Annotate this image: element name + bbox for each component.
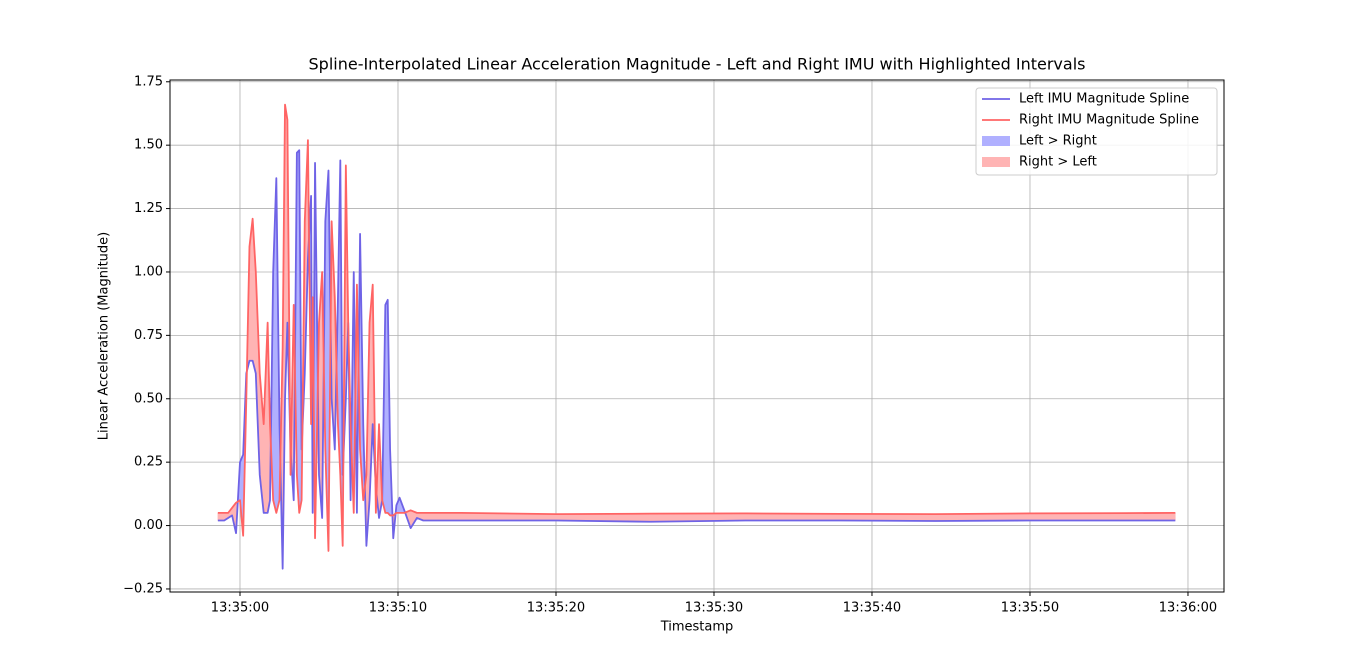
x-tick-label: 13:35:50 (1001, 601, 1059, 616)
fill-segment (423, 512, 462, 521)
legend-box (975, 87, 1218, 176)
x-axis-label: Timestamp (660, 620, 734, 635)
axes: −0.25 0.00 0.25 0.50 0.75 1.00 1.25 1.50 1.75 13:… (123, 74, 1217, 615)
y-tick-label: 0.75 (134, 328, 163, 343)
y-tick-label: 0.25 (134, 455, 163, 470)
y-tick-label: 1.00 (134, 264, 163, 279)
y-tick-label: −0.25 (123, 581, 163, 596)
chart-title: Spline-Interpolated Linear Acceleration … (309, 55, 1086, 74)
legend-label: Left IMU Magnitude Spline (1019, 92, 1189, 107)
y-tick-label: 1.25 (134, 201, 163, 216)
legend-swatch (982, 136, 1010, 146)
series-line (217, 149, 1176, 570)
series-line (217, 103, 1176, 552)
x-tick-label: 13:35:00 (211, 601, 269, 616)
y-tick-label: 0.00 (134, 518, 163, 533)
legend-label: Right IMU Magnitude Spline (1019, 113, 1199, 128)
y-tick-label: 1.75 (134, 74, 163, 89)
x-tick-label: 13:35:20 (527, 601, 585, 616)
x-tick-label: 13:35:30 (685, 601, 743, 616)
fill-segment (1124, 512, 1176, 521)
legend-label: Right > Left (1019, 155, 1097, 170)
legend-label: Left > Right (1019, 134, 1097, 149)
legend: Left IMU Magnitude Spline Right IMU Magni… (975, 87, 1218, 176)
y-axis-label: Linear Acceleration (Magnitude) (97, 232, 112, 440)
fill-segment (217, 512, 225, 521)
legend-swatch (982, 157, 1010, 167)
x-tick-label: 13:36:00 (1159, 601, 1217, 616)
lines (217, 103, 1176, 570)
y-tick-label: 0.50 (134, 391, 163, 406)
y-tick-label: 1.50 (134, 138, 163, 153)
x-tick-label: 13:35:40 (843, 601, 901, 616)
plot-frame (169, 79, 1225, 593)
x-tick-label: 13:35:10 (369, 601, 427, 616)
